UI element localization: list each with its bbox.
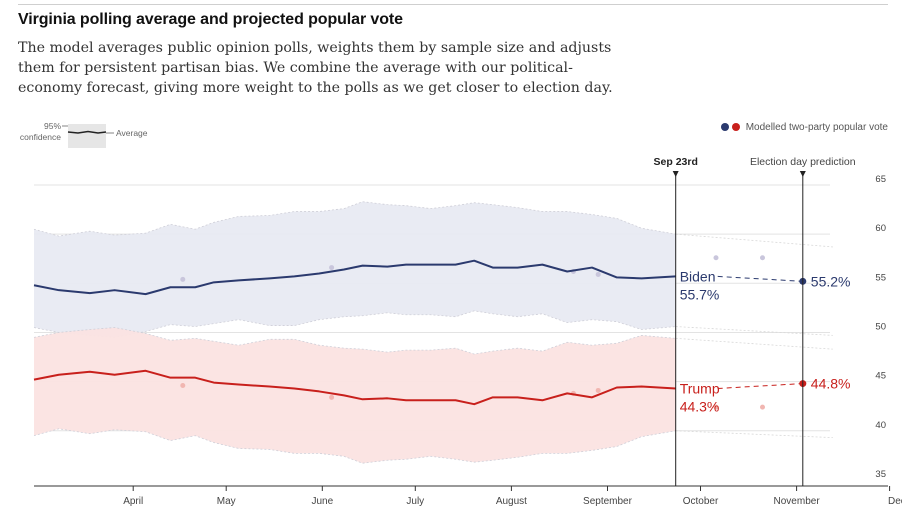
- y-tick-label: 45: [875, 371, 886, 382]
- date-markers: Sep 23rd Election day prediction: [654, 156, 856, 486]
- x-tick-label: November: [774, 496, 821, 507]
- biden-projection-line: [717, 275, 803, 282]
- trump-future-upper: [675, 337, 833, 350]
- trump-poll-point: [180, 383, 186, 389]
- x-tick-label: May: [217, 496, 236, 507]
- x-tick-label: September: [583, 496, 633, 507]
- trump-average-line: [33, 369, 676, 406]
- top-rule: [18, 4, 888, 5]
- chart-subtitle: The model averages public opinion polls,…: [18, 40, 613, 96]
- trump-value-label: 44.3%: [680, 398, 720, 414]
- legend-average-label: Average: [116, 128, 148, 138]
- trump-confidence-band: [34, 327, 676, 464]
- biden-band-lower: [33, 310, 676, 338]
- trump-future-lower: [675, 430, 833, 439]
- biden-poll-point: [180, 276, 186, 282]
- today-marker-label: Sep 23rd: [654, 156, 698, 168]
- y-tick-label: 65: [875, 174, 886, 185]
- biden-value-label: 55.7%: [680, 286, 720, 302]
- y-tick-label: 35: [875, 469, 886, 480]
- biden-prediction-label: 55.2%: [811, 273, 851, 289]
- trump-dot-icon: [731, 123, 740, 131]
- biden-poll-point: [760, 255, 765, 261]
- confidence-bands: [33, 201, 833, 464]
- legend-confidence-label: 95% confidence: [19, 121, 61, 142]
- y-tick-label: 55: [875, 272, 886, 283]
- biden-confidence-band: [34, 201, 676, 338]
- chart-title: Virginia polling average and projected p…: [18, 11, 403, 28]
- biden-dot-icon: [720, 123, 729, 131]
- trump-prediction-label: 44.8%: [811, 376, 851, 392]
- legend-modelled-label: Modelled two-party popular vote: [745, 121, 888, 133]
- biden-future-lower: [675, 326, 833, 336]
- y-tick-label: 50: [875, 321, 886, 332]
- trump-band-lower: [33, 428, 676, 464]
- today-marker-arrow: [672, 171, 679, 177]
- x-tick-label: June: [311, 496, 333, 507]
- x-tick-label: July: [406, 496, 424, 507]
- legend-swatch: [62, 124, 114, 148]
- biden-band-upper: [33, 201, 676, 237]
- election-marker-label: Election day prediction: [750, 156, 856, 168]
- trump-name-label: Trump: [680, 380, 720, 396]
- biden-future-upper: [675, 233, 833, 248]
- election-marker-arrow: [799, 171, 806, 177]
- x-axis: April May June July August September October No…: [34, 485, 902, 507]
- trump-poll-point: [760, 404, 765, 410]
- legend-confidence-average: 95% confidence Average: [18, 118, 178, 154]
- x-tick-label: October: [683, 496, 719, 507]
- trump-poll-point: [713, 404, 719, 410]
- trump-band-upper: [33, 327, 676, 355]
- biden-poll-point: [713, 255, 719, 261]
- x-tick-label: April: [123, 496, 143, 507]
- biden-average-line: [33, 259, 676, 296]
- trump-poll-point: [329, 394, 335, 400]
- y-axis: 35 40 45 50 55 60 65: [875, 174, 886, 480]
- y-tick-label: 40: [875, 420, 886, 431]
- biden-name-label: Biden: [680, 268, 716, 284]
- biden-poll-point: [595, 271, 601, 277]
- y-tick-label: 60: [875, 223, 886, 234]
- trump-poll-point: [595, 387, 601, 393]
- trump-projection-line: [717, 383, 803, 389]
- biden-poll-point: [329, 265, 335, 271]
- legend-modelled: Modelled two-party popular vote: [720, 120, 888, 134]
- series-labels: Biden 55.7% 55.2% Trump 44.3% 44.8%: [680, 268, 851, 414]
- x-tick-label: August: [496, 496, 527, 507]
- x-tick-label: December: [888, 496, 902, 507]
- series-lines: [33, 255, 807, 410]
